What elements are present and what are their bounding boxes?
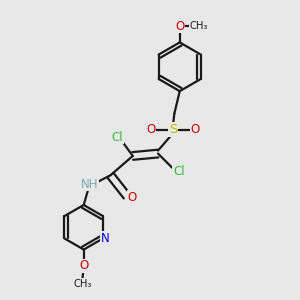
Text: NH: NH xyxy=(81,178,98,191)
Text: Cl: Cl xyxy=(173,165,184,178)
Text: O: O xyxy=(146,123,155,136)
Text: CH₃: CH₃ xyxy=(190,21,208,31)
Text: CH₃: CH₃ xyxy=(73,279,92,289)
Text: O: O xyxy=(175,20,184,33)
Text: O: O xyxy=(190,123,200,136)
Text: O: O xyxy=(128,191,137,204)
Text: O: O xyxy=(79,260,88,272)
Text: S: S xyxy=(169,123,177,136)
Text: N: N xyxy=(100,232,109,245)
Text: Cl: Cl xyxy=(112,131,123,144)
